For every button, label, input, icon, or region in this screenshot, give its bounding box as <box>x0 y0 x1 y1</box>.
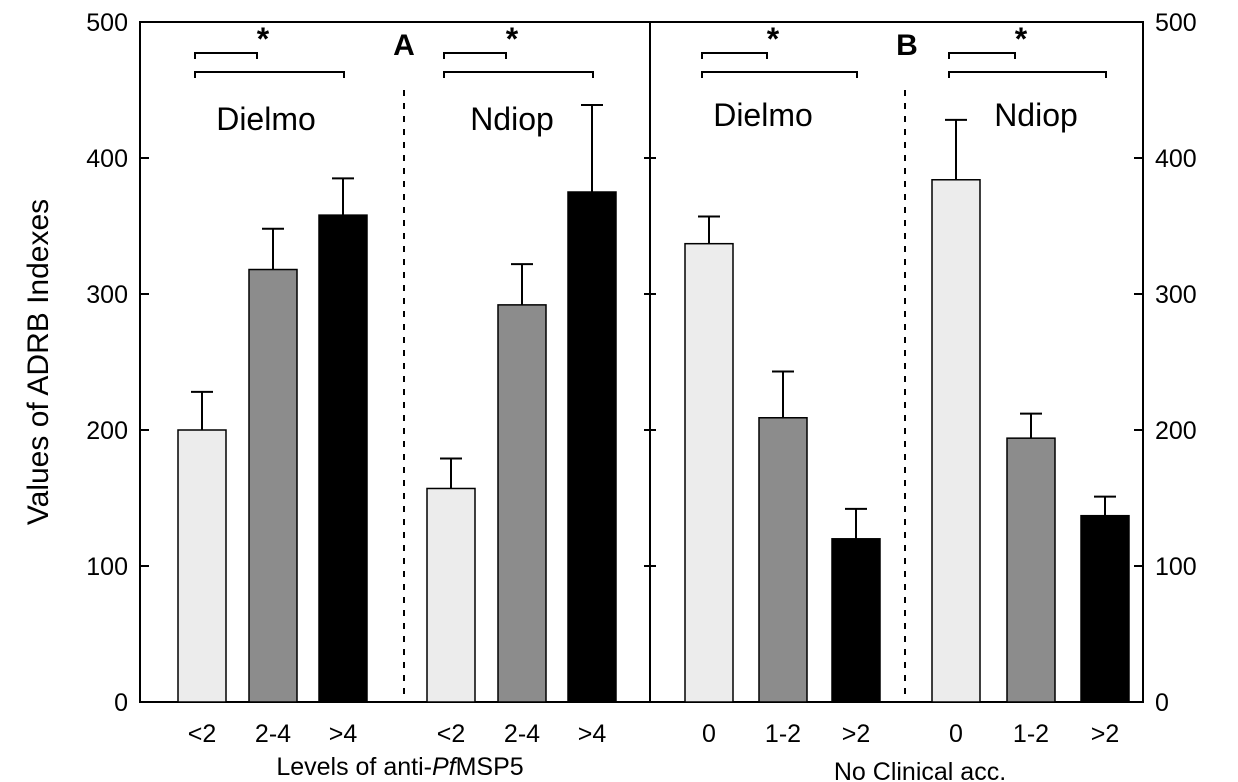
bar-dielmo-2 <box>831 538 881 703</box>
bar-dielmo-0 <box>684 242 734 703</box>
significance-bracket-short <box>443 52 507 59</box>
x-axis-title-a-part: MSP5 <box>456 753 524 781</box>
bar-dielmo-2 <box>318 214 368 703</box>
y-tick-label-right: 0 <box>1155 689 1169 717</box>
bar-dielmo-1 <box>758 417 808 703</box>
group-label-dielmo: Dielmo <box>216 101 316 137</box>
y-axis-title: Values of ADRB Indexes <box>22 199 55 525</box>
significance-star: * <box>257 21 270 57</box>
significance-bracket-long <box>443 71 594 78</box>
bar-dielmo-0 <box>177 429 227 703</box>
significance-bracket-long <box>194 71 345 78</box>
panel-label-B: B <box>896 29 918 62</box>
x-tick-label: >2 <box>1091 720 1120 748</box>
x-tick-label: 0 <box>702 720 716 748</box>
x-axis-title-b: No Clinical acc. <box>834 758 1006 782</box>
significance-bracket-long <box>701 71 858 78</box>
x-tick-label: 2-4 <box>504 720 540 748</box>
bar-ndiop-2 <box>1080 514 1130 703</box>
y-tick-label-left: 0 <box>114 689 128 717</box>
y-tick-label-right: 200 <box>1155 417 1197 445</box>
x-tick-label: 1-2 <box>765 720 801 748</box>
y-tick-label-right: 400 <box>1155 145 1197 173</box>
bar-ndiop-0 <box>426 487 476 703</box>
x-axis-title-a-part: Pf <box>432 753 459 781</box>
y-tick-label-left: 200 <box>86 417 128 445</box>
group-label-ndiop: Ndiop <box>994 97 1078 133</box>
plot-frame <box>139 21 1144 703</box>
axes-layer <box>139 21 1144 703</box>
x-tick-label: >2 <box>842 720 871 748</box>
y-tick-label-right: 100 <box>1155 553 1197 581</box>
panel-label-A: A <box>393 29 415 62</box>
y-tick-label-left: 400 <box>86 145 128 173</box>
y-tick-label-left: 300 <box>86 281 128 309</box>
group-label-ndiop: Ndiop <box>470 101 554 137</box>
significance-bracket-short <box>194 52 258 59</box>
labels-layer: 0 0 100 100 200 200 300 300 400 400 500 500 Values o… <box>22 9 1197 782</box>
x-axis-title-a: Levels of anti-PfMSP5 <box>276 753 523 781</box>
x-tick-label: <2 <box>437 720 466 748</box>
bar-ndiop-0 <box>931 179 981 703</box>
x-tick-label: >4 <box>578 720 607 748</box>
annotations-layer: * * * * <box>194 21 1107 78</box>
significance-bracket-long <box>948 71 1107 78</box>
bars-layer <box>177 103 1130 703</box>
significance-star: * <box>767 21 780 57</box>
significance-star: * <box>1015 21 1028 57</box>
significance-bracket-short <box>948 52 1016 59</box>
bar-ndiop-1 <box>1006 437 1056 703</box>
y-tick-label-left: 500 <box>86 9 128 37</box>
x-tick-label: 2-4 <box>255 720 291 748</box>
x-tick-label: 1-2 <box>1013 720 1049 748</box>
bar-ndiop-1 <box>497 304 547 703</box>
y-tick-label-right: 300 <box>1155 281 1197 309</box>
x-tick-label: <2 <box>188 720 217 748</box>
y-tick-label-left: 100 <box>86 553 128 581</box>
bar-dielmo-1 <box>248 268 298 703</box>
y-tick-label-right: 500 <box>1155 9 1197 37</box>
group-label-dielmo: Dielmo <box>713 97 813 133</box>
significance-bracket-short <box>701 52 768 59</box>
bar-ndiop-2 <box>567 191 617 703</box>
x-axis-title-a-part: Levels of anti- <box>276 753 432 781</box>
x-tick-label: 0 <box>949 720 963 748</box>
x-tick-label: >4 <box>329 720 358 748</box>
significance-star: * <box>506 21 519 57</box>
